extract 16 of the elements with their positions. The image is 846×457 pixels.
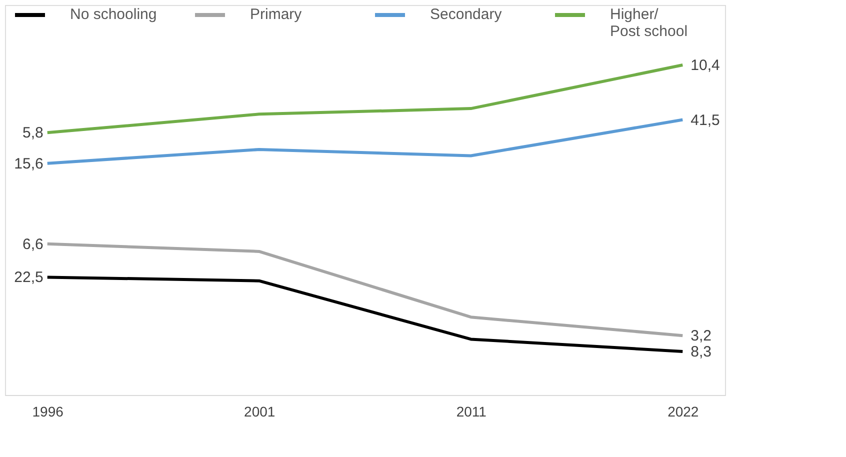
legend-label: Primary	[250, 6, 302, 23]
x-tick-label: 2022	[668, 404, 699, 420]
annotation: 41,5	[690, 112, 720, 129]
legend-label: Higher/ Post school	[610, 6, 688, 40]
x-tick-label: 2011	[456, 404, 487, 420]
annotation: 15,6	[14, 155, 44, 172]
annotation: 8,3	[690, 343, 712, 360]
annotation: 10,4	[690, 57, 720, 74]
x-tick-label: 2001	[244, 404, 276, 420]
legend-label: Secondary	[430, 6, 502, 23]
annotation: 3,2	[690, 328, 712, 345]
annotation: 22,5	[14, 269, 44, 286]
annotation: 6,6	[22, 236, 44, 253]
x-tick-label: 1996	[32, 404, 64, 420]
annotation: 5,8	[22, 124, 44, 142]
legend-label: No schooling	[70, 6, 157, 23]
